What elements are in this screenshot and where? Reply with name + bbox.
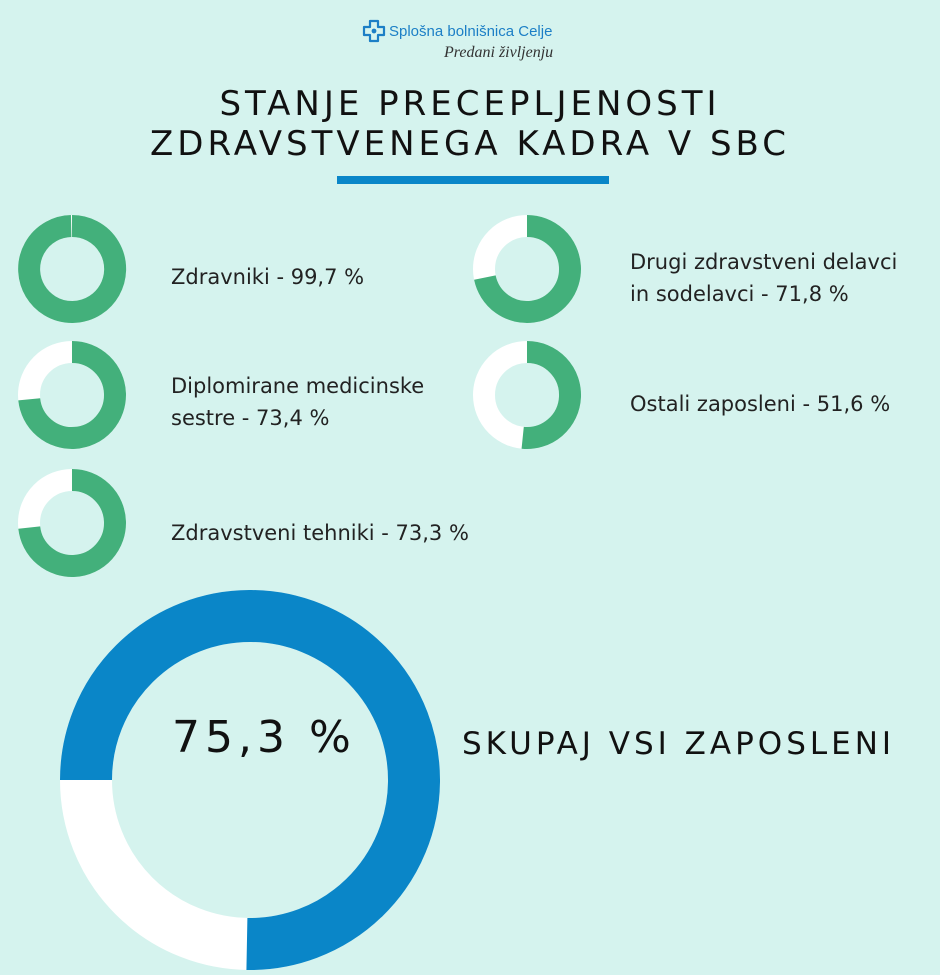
logo-name: Splošna bolnišnica Celje <box>389 23 553 40</box>
vaccination-ring-medicinske-sestre <box>17 340 127 450</box>
label-drugi-delavci: Drugi zdravstveni delavci in sodelavci -… <box>630 246 897 310</box>
label-medicinske-sestre-line2: sestre - 73,4 % <box>171 406 330 430</box>
label-drugi-delavci-line2: in sodelavci - 71,8 % <box>630 282 849 306</box>
label-tehniki-line1: Zdravstveni tehniki - 73,3 % <box>171 521 469 545</box>
label-medicinske-sestre-line1: Diplomirane medicinske <box>171 374 425 398</box>
ring-value-arc <box>18 469 126 577</box>
label-drugi-delavci-line1: Drugi zdravstveni delavci <box>630 250 898 274</box>
title-underline <box>337 176 609 184</box>
ring-value-arc <box>521 341 581 449</box>
label-medicinske-sestre: Diplomirane medicinske sestre - 73,4 % <box>171 370 424 434</box>
vaccination-ring-drugi-delavci <box>472 214 582 324</box>
label-zdravniki: Zdravniki - 99,7 % <box>171 261 364 293</box>
ring-value-arc <box>18 341 126 449</box>
logo-tagline: Predani življenju <box>444 44 554 61</box>
vaccination-ring-zdravniki <box>17 214 127 324</box>
page-title-line-2: ZDRAVSTVENEGA KADRA V SBC <box>149 124 791 164</box>
hospital-cross-icon <box>362 19 386 43</box>
label-zdravniki-line1: Zdravniki - 99,7 % <box>171 265 365 289</box>
hospital-logo: Splošna bolnišnica Celje Predani življen… <box>362 18 592 66</box>
vaccination-ring-ostali <box>472 340 582 450</box>
total-label: SKUPAJ VSI ZAPOSLENI <box>462 726 896 762</box>
label-ostali: Ostali zaposleni - 51,6 % <box>630 388 890 420</box>
total-vaccination-ring <box>60 590 440 970</box>
ring-value-arc <box>18 215 127 323</box>
vaccination-ring-tehniki <box>17 468 127 578</box>
ring-value-arc <box>474 215 581 323</box>
total-value: 75,3 % <box>172 712 356 763</box>
label-ostali-line1: Ostali zaposleni - 51,6 % <box>630 392 891 416</box>
page-title-line-1: STANJE PRECEPLJENOSTI <box>219 84 721 124</box>
label-tehniki: Zdravstveni tehniki - 73,3 % <box>171 517 469 549</box>
